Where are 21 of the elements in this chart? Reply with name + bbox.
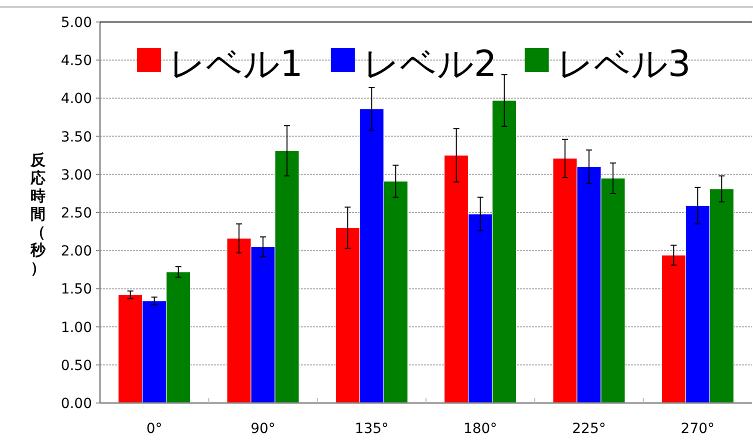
- legend-label: レベル2: [362, 44, 497, 85]
- y-tick-label: 5.00: [60, 15, 92, 31]
- y-tick-label: 3.50: [60, 129, 92, 146]
- x-tick-label: 180°: [463, 421, 498, 437]
- y-tick-label: 2.50: [60, 206, 92, 222]
- y-tick-label: 0.00: [60, 396, 92, 412]
- y-tick-label: 3.00: [60, 167, 92, 184]
- y-tick-label: 4.00: [60, 91, 92, 108]
- y-tick-label: 2.00: [60, 244, 92, 260]
- y-tick-label: 4.50: [60, 53, 92, 70]
- y-tick-label: 0.50: [60, 358, 92, 374]
- x-tick-label: 225°: [572, 421, 606, 437]
- x-tick-label: 90°: [250, 421, 276, 437]
- legend-label: レベル1: [169, 44, 303, 85]
- y-tick-label: 1.50: [60, 282, 92, 298]
- x-tick-label: 270°: [680, 421, 715, 437]
- x-tick-label: 135°: [354, 421, 389, 437]
- y-axis-title: 反応時間（秒）: [30, 151, 46, 277]
- y-tick-label: 1.00: [60, 320, 92, 336]
- legend-label: レベル3: [556, 44, 691, 85]
- x-tick-label: 0°: [146, 421, 162, 437]
